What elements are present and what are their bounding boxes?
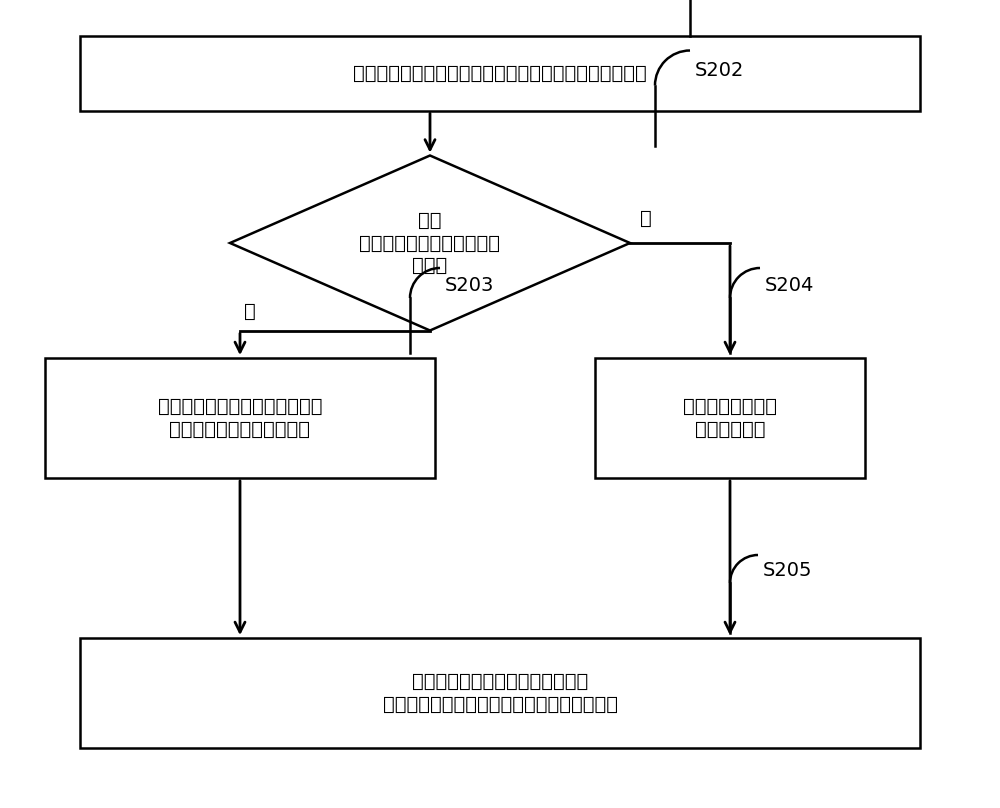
Text: S204: S204 [765,276,814,295]
Text: 否: 否 [244,301,256,321]
Text: 连通？: 连通？ [412,256,448,275]
Text: 根据所述目标道路: 根据所述目标道路 [683,398,777,416]
Text: 进行补全，以生成目标路网: 进行补全，以生成目标路网 [170,419,310,439]
Text: 判断: 判断 [418,211,442,230]
Text: 根据道路的等级和车流量，从原始路网中筛选出目标道路: 根据道路的等级和车流量，从原始路网中筛选出目标道路 [353,64,647,82]
Text: 并对所述道路单元进行分组，以生成路段分组: 并对所述道路单元进行分组，以生成路段分组 [382,695,618,713]
Text: 所述目标道路之间是否互相: 所述目标道路之间是否互相 [360,234,501,252]
Text: S205: S205 [763,561,812,580]
Text: 是: 是 [640,208,652,228]
Bar [45,358,435,478]
Text: 遍历所述目标路网中的道路单元，: 遍历所述目标路网中的道路单元， [412,672,588,692]
Bar [595,358,865,478]
Text: S203: S203 [445,276,494,295]
Text: 生成目标路网: 生成目标路网 [695,419,765,439]
Polygon shape [230,155,630,330]
Text: S202: S202 [695,61,744,81]
Bar [80,638,920,748]
Text: 通过非目标道路对所述目标道路: 通过非目标道路对所述目标道路 [158,398,322,416]
Bar [80,36,920,111]
